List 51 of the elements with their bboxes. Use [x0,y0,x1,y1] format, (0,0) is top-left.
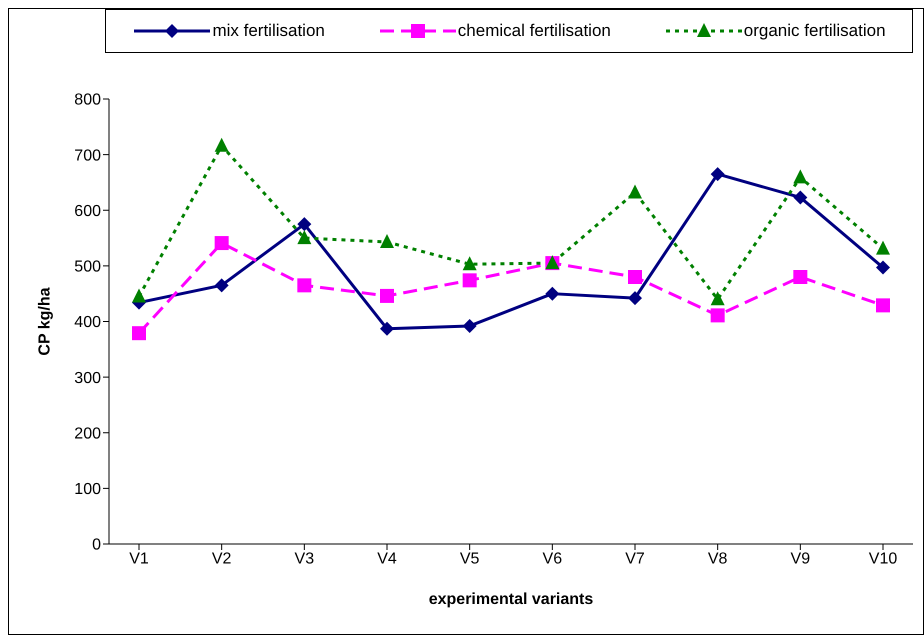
y-tick-label: 100 [74,481,102,498]
legend-label: mix fertilisation [212,21,325,41]
legend-label: chemical fertilisation [458,21,611,41]
y-tick-label: 600 [74,202,102,220]
x-tick-label: V1 [129,550,149,568]
x-tick-label: V10 [868,550,898,568]
point [462,273,477,288]
point [876,240,890,255]
point [132,288,146,302]
legend-label: organic fertilisation [744,21,886,41]
point [297,217,312,232]
y-tick-label: 0 [92,536,102,554]
point [876,298,890,312]
x-tick-label: V5 [460,550,480,568]
y-tick-label: 300 [74,370,102,387]
point [628,291,642,306]
point [793,270,808,284]
point [380,288,394,303]
point [545,286,560,301]
point [214,278,229,292]
point [628,270,642,284]
point [214,138,229,152]
point [710,291,725,306]
point [380,234,394,248]
point [380,322,394,336]
point [132,326,146,340]
y-axis-title: CP kg/ha [36,287,54,356]
point [793,169,808,184]
point [876,260,890,275]
x-tick-label: V6 [542,550,562,568]
y-tick-label: 500 [74,258,102,276]
x-axis-title: experimental variants [428,591,594,608]
point [297,278,312,292]
x-tick-label: V2 [212,550,232,568]
y-tick-label: 800 [74,92,102,109]
point [710,167,725,182]
x-tick-label: V8 [708,550,728,568]
x-tick-label: V9 [790,550,810,568]
point [297,230,312,244]
point [462,256,477,270]
point [214,236,229,250]
y-tick-label: 700 [74,147,102,164]
point [462,318,477,333]
x-tick-label: V4 [377,550,397,568]
y-tick-label: 200 [74,425,102,442]
point [710,308,725,322]
y-tick-label: 400 [74,314,102,332]
x-tick-label: V3 [294,550,314,568]
x-tick-label: V7 [625,550,645,568]
point [793,190,808,204]
point [628,184,642,198]
